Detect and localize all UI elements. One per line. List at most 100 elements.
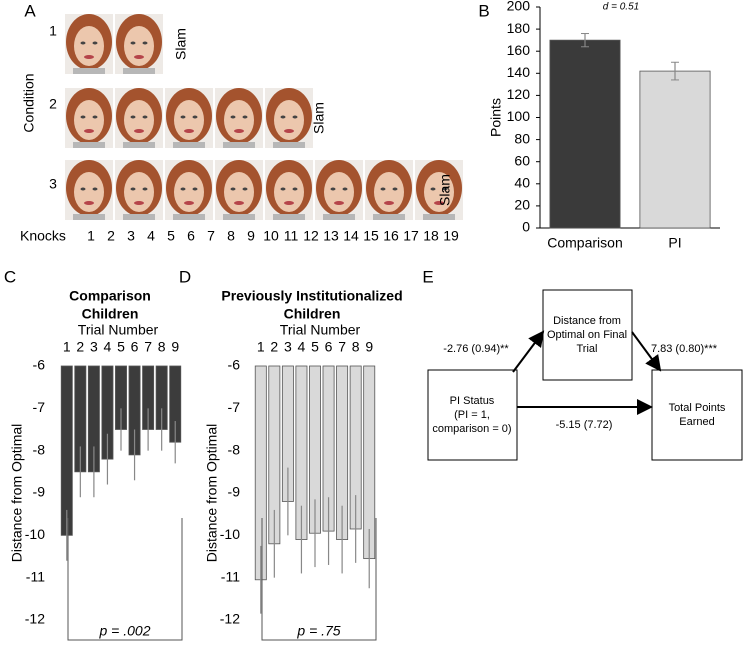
eye (92, 115, 98, 119)
node-box (651, 369, 743, 461)
knock-number: 14 (343, 228, 359, 244)
knock-number: 7 (207, 228, 215, 244)
y-label: Condition (21, 73, 37, 132)
y-axis-label: Distance from Optimal (9, 424, 25, 562)
face (74, 172, 104, 212)
y-tick-label: -8 (228, 441, 241, 457)
x-tick-label: 1 (257, 339, 265, 355)
y-tick-label: -7 (33, 399, 46, 415)
eye (142, 187, 148, 191)
face (124, 26, 154, 66)
face (274, 100, 304, 140)
edge-label: -5.15 (7.72) (556, 419, 613, 431)
y-tick-label: -9 (33, 484, 46, 500)
x-tick-label: 3 (90, 339, 98, 355)
panel-letter: C (4, 267, 16, 286)
node-label: Total Points (669, 402, 726, 414)
y-tick-label: 180 (507, 20, 531, 36)
x-axis-label: Trial Number (280, 322, 361, 338)
face (224, 100, 254, 140)
node-label: PI Status (450, 395, 495, 407)
y-axis-label: Points (488, 98, 504, 137)
y-tick-label: -12 (220, 611, 240, 627)
y-tick-label: 100 (507, 108, 531, 124)
chart-title: Children (284, 306, 341, 322)
knock-number: 4 (147, 228, 155, 244)
y-tick-label: -6 (33, 357, 46, 373)
node-label: comparison = 0) (432, 423, 511, 435)
shirt (223, 142, 255, 148)
y-tick-label: -11 (26, 568, 45, 584)
shirt (223, 214, 255, 220)
knock-number: 1 (87, 228, 95, 244)
node-box (542, 289, 633, 381)
chart: C Distance from Optimal -6 -7 -8 -9 -10 -11 -12 C… (4, 267, 183, 641)
eye (142, 115, 148, 119)
knock-number: 16 (383, 228, 399, 244)
face (74, 26, 104, 66)
node-label: Distance from (553, 315, 621, 327)
y-tick-label: 140 (507, 64, 531, 80)
bar (639, 70, 711, 229)
bracket (67, 518, 183, 641)
knock-number: 17 (403, 228, 419, 244)
shirt (123, 142, 155, 148)
y-tick-label: -12 (25, 611, 45, 627)
y-tick-label: 200 (507, 0, 531, 14)
x-tick-label: 4 (298, 339, 306, 355)
y-tick-label: 160 (507, 42, 531, 58)
face (374, 172, 404, 212)
y-tick-label: -10 (220, 526, 240, 542)
knock-number: 6 (187, 228, 195, 244)
eye (280, 187, 286, 191)
mouth (434, 201, 444, 205)
shirt (73, 68, 105, 74)
y-tick-label: -8 (33, 441, 46, 457)
edge-label: -2.76 (0.94)** (443, 343, 509, 355)
slam-label: Slam (311, 102, 327, 134)
eye (230, 115, 236, 119)
eye (430, 187, 436, 191)
eye (392, 187, 398, 191)
x-tick-label: 7 (338, 339, 346, 355)
x-tick-label: 5 (117, 339, 125, 355)
x-tick-label: 6 (325, 339, 333, 355)
node-label: Trial (577, 343, 598, 355)
shirt (123, 68, 155, 74)
mouth (284, 201, 294, 205)
eye (180, 115, 186, 119)
face (74, 100, 104, 140)
path-arrow (631, 331, 662, 372)
y-tick-label: -11 (221, 568, 240, 584)
eye (292, 115, 298, 119)
y-tick-label: -10 (25, 526, 45, 542)
chart: D Distance from Optimal -6 -7 -8 -9 -10 -11 -12 P… (179, 267, 403, 641)
knock-number: 3 (127, 228, 135, 244)
node-box (427, 369, 518, 461)
face (124, 100, 154, 140)
effect-size: d = 0.51 (603, 2, 639, 13)
shirt (373, 214, 405, 220)
y-tick-label: 120 (507, 86, 531, 102)
y-tick-label: 60 (514, 152, 530, 168)
mouth (134, 55, 144, 59)
mouth (134, 129, 144, 133)
mouth (184, 129, 194, 133)
knock-number: 8 (227, 228, 235, 244)
knock-number: 11 (284, 228, 299, 244)
eye (130, 41, 136, 45)
row-label: 3 (49, 176, 57, 192)
slam-label: Slam (173, 28, 189, 60)
edge-label: 7.83 (0.80)*** (651, 343, 718, 355)
shirt (173, 142, 205, 148)
p-value: p = .75 (296, 623, 340, 639)
eye (242, 187, 248, 191)
y-axis-label: Distance from Optimal (204, 424, 220, 562)
y-tick-label: -6 (228, 357, 241, 373)
face (174, 100, 204, 140)
face (424, 172, 454, 212)
shirt (423, 214, 455, 220)
shirt (273, 214, 305, 220)
